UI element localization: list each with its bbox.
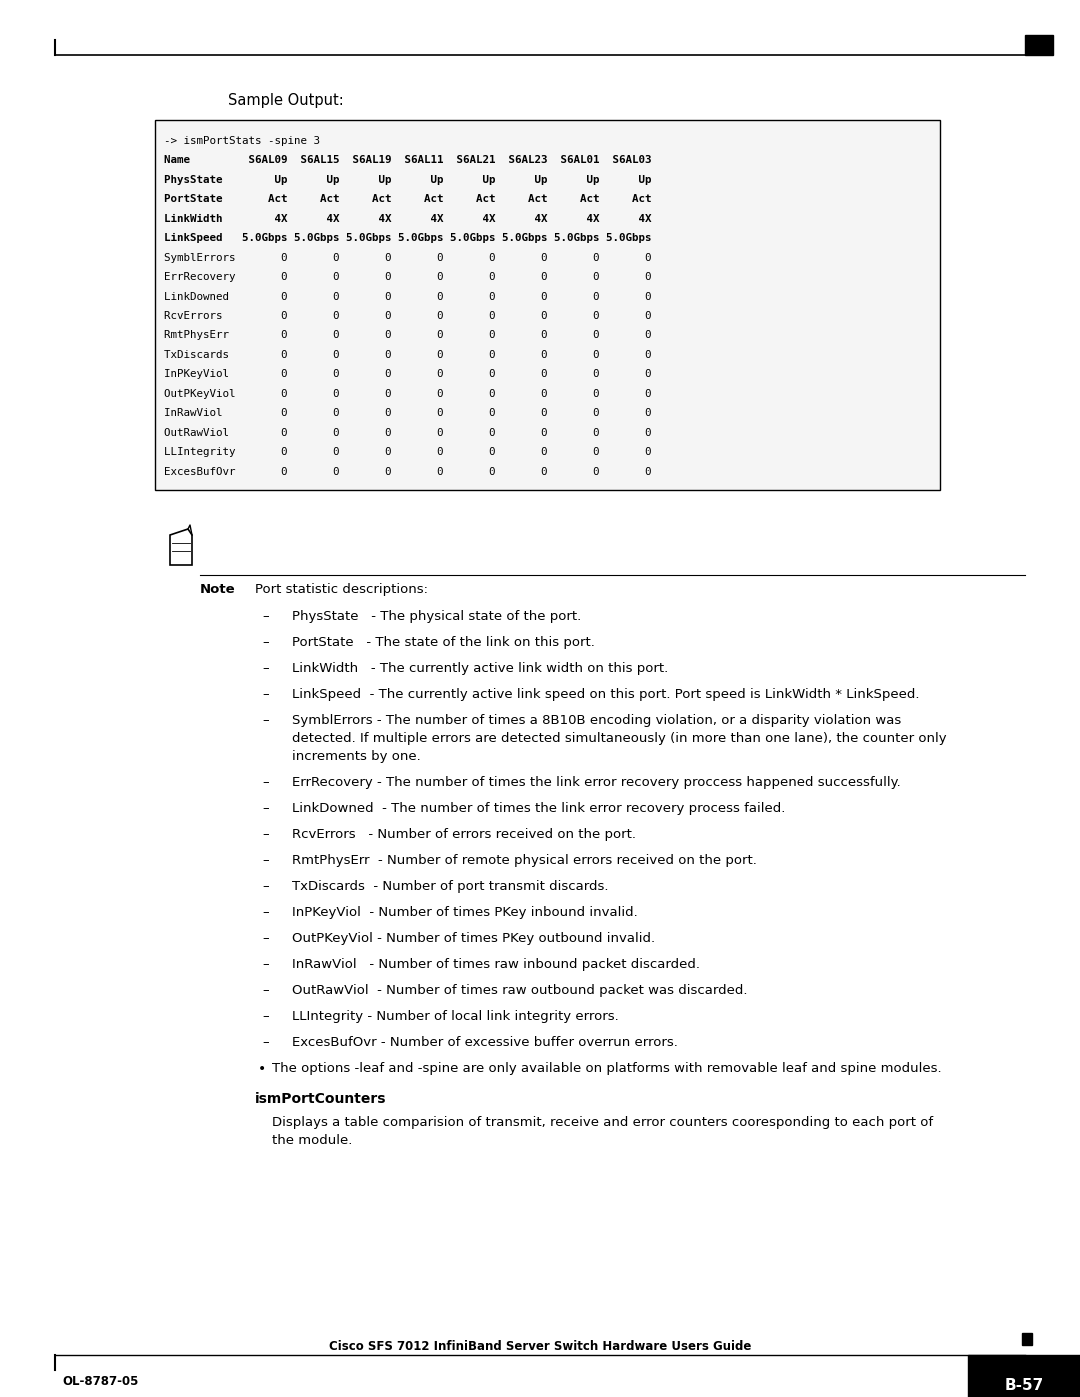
Text: RmtPhysErr  - Number of remote physical errors received on the port.: RmtPhysErr - Number of remote physical e… bbox=[292, 854, 757, 868]
Text: B-57: B-57 bbox=[1004, 1377, 1043, 1393]
Text: –: – bbox=[262, 932, 269, 944]
Text: –: – bbox=[262, 687, 269, 701]
Text: TxDiscards        0       0       0       0       0       0       0       0: TxDiscards 0 0 0 0 0 0 0 0 bbox=[164, 349, 651, 360]
Text: -> ismPortStats -spine 3: -> ismPortStats -spine 3 bbox=[164, 136, 320, 147]
Text: Sample Output:: Sample Output: bbox=[228, 94, 343, 108]
Text: –: – bbox=[262, 1037, 269, 1049]
Text: –: – bbox=[262, 828, 269, 841]
Text: –: – bbox=[262, 983, 269, 997]
Text: ErrRecovery - The number of times the link error recovery proccess happened succ: ErrRecovery - The number of times the li… bbox=[292, 775, 901, 789]
Text: LinkSpeed  - The currently active link speed on this port. Port speed is LinkWid: LinkSpeed - The currently active link sp… bbox=[292, 687, 919, 701]
Text: LinkWidth        4X      4X      4X      4X      4X      4X      4X      4X: LinkWidth 4X 4X 4X 4X 4X 4X 4X 4X bbox=[164, 214, 651, 224]
Text: OL-8787-05: OL-8787-05 bbox=[62, 1375, 138, 1389]
Text: –: – bbox=[262, 775, 269, 789]
Text: –: – bbox=[262, 610, 269, 623]
Text: –: – bbox=[262, 636, 269, 650]
Text: LinkDowned        0       0       0       0       0       0       0       0: LinkDowned 0 0 0 0 0 0 0 0 bbox=[164, 292, 651, 302]
Text: Name         S6AL09  S6AL15  S6AL19  S6AL11  S6AL21  S6AL23  S6AL01  S6AL03: Name S6AL09 S6AL15 S6AL19 S6AL11 S6AL21 … bbox=[164, 155, 651, 165]
Text: LinkDowned  - The number of times the link error recovery process failed.: LinkDowned - The number of times the lin… bbox=[292, 802, 785, 814]
Text: increments by one.: increments by one. bbox=[292, 750, 421, 763]
Text: Displays a table comparision of transmit, receive and error counters coorespondi: Displays a table comparision of transmit… bbox=[272, 1116, 933, 1129]
Text: ismPortCounters: ismPortCounters bbox=[255, 1092, 387, 1106]
Text: InRawViol   - Number of times raw inbound packet discarded.: InRawViol - Number of times raw inbound … bbox=[292, 958, 700, 971]
Text: OutPKeyViol - Number of times PKey outbound invalid.: OutPKeyViol - Number of times PKey outbo… bbox=[292, 932, 656, 944]
Text: TxDiscards  - Number of port transmit discards.: TxDiscards - Number of port transmit dis… bbox=[292, 880, 608, 893]
Text: Note: Note bbox=[200, 583, 235, 597]
Text: LinkSpeed   5.0Gbps 5.0Gbps 5.0Gbps 5.0Gbps 5.0Gbps 5.0Gbps 5.0Gbps 5.0Gbps: LinkSpeed 5.0Gbps 5.0Gbps 5.0Gbps 5.0Gbp… bbox=[164, 233, 651, 243]
Text: OutRawViol  - Number of times raw outbound packet was discarded.: OutRawViol - Number of times raw outboun… bbox=[292, 983, 747, 997]
Text: ErrRecovery       0       0       0       0       0       0       0       0: ErrRecovery 0 0 0 0 0 0 0 0 bbox=[164, 272, 651, 282]
Text: Cisco SFS 7012 InfiniBand Server Switch Hardware Users Guide: Cisco SFS 7012 InfiniBand Server Switch … bbox=[328, 1340, 752, 1354]
Text: ExcesBufOvr       0       0       0       0       0       0       0       0: ExcesBufOvr 0 0 0 0 0 0 0 0 bbox=[164, 467, 651, 476]
Text: InRawViol         0       0       0       0       0       0       0       0: InRawViol 0 0 0 0 0 0 0 0 bbox=[164, 408, 651, 418]
Text: –: – bbox=[262, 714, 269, 726]
Text: RcvErrors   - Number of errors received on the port.: RcvErrors - Number of errors received on… bbox=[292, 828, 636, 841]
Text: –: – bbox=[262, 854, 269, 868]
Text: InPKeyViol        0       0       0       0       0       0       0       0: InPKeyViol 0 0 0 0 0 0 0 0 bbox=[164, 369, 651, 380]
Text: OutPKeyViol       0       0       0       0       0       0       0       0: OutPKeyViol 0 0 0 0 0 0 0 0 bbox=[164, 388, 651, 398]
Bar bbox=[156, 120, 940, 490]
Text: SymblErrors - The number of times a 8B10B encoding violation, or a disparity vio: SymblErrors - The number of times a 8B10… bbox=[292, 714, 901, 726]
Text: Port statistic descriptions:: Port statistic descriptions: bbox=[255, 583, 428, 597]
Text: the module.: the module. bbox=[272, 1134, 352, 1147]
Text: LLIntegrity - Number of local link integrity errors.: LLIntegrity - Number of local link integ… bbox=[292, 1010, 619, 1023]
Bar bbox=[1022, 1333, 1032, 1345]
Text: The options -leaf and -spine are only available on platforms with removable leaf: The options -leaf and -spine are only av… bbox=[272, 1062, 942, 1076]
Bar bbox=[968, 1355, 1080, 1397]
Text: RcvErrors         0       0       0       0       0       0       0       0: RcvErrors 0 0 0 0 0 0 0 0 bbox=[164, 312, 651, 321]
Text: InPKeyViol  - Number of times PKey inbound invalid.: InPKeyViol - Number of times PKey inboun… bbox=[292, 907, 638, 919]
Text: SymblErrors       0       0       0       0       0       0       0       0: SymblErrors 0 0 0 0 0 0 0 0 bbox=[164, 253, 651, 263]
Bar bbox=[1025, 35, 1053, 54]
Text: •: • bbox=[258, 1062, 267, 1076]
Text: –: – bbox=[262, 880, 269, 893]
Text: ExcesBufOvr - Number of excessive buffer overrun errors.: ExcesBufOvr - Number of excessive buffer… bbox=[292, 1037, 678, 1049]
Text: OutRawViol        0       0       0       0       0       0       0       0: OutRawViol 0 0 0 0 0 0 0 0 bbox=[164, 427, 651, 437]
Text: LinkWidth   - The currently active link width on this port.: LinkWidth - The currently active link wi… bbox=[292, 662, 669, 675]
Text: RmtPhysErr        0       0       0       0       0       0       0       0: RmtPhysErr 0 0 0 0 0 0 0 0 bbox=[164, 331, 651, 341]
Text: –: – bbox=[262, 662, 269, 675]
Text: LLIntegrity       0       0       0       0       0       0       0       0: LLIntegrity 0 0 0 0 0 0 0 0 bbox=[164, 447, 651, 457]
Text: PhysState        Up      Up      Up      Up      Up      Up      Up      Up: PhysState Up Up Up Up Up Up Up Up bbox=[164, 175, 651, 184]
Text: –: – bbox=[262, 1010, 269, 1023]
Text: –: – bbox=[262, 907, 269, 919]
Text: PhysState   - The physical state of the port.: PhysState - The physical state of the po… bbox=[292, 610, 581, 623]
Text: PortState       Act     Act     Act     Act     Act     Act     Act     Act: PortState Act Act Act Act Act Act Act Ac… bbox=[164, 194, 651, 204]
Text: PortState   - The state of the link on this port.: PortState - The state of the link on thi… bbox=[292, 636, 595, 650]
Text: detected. If multiple errors are detected simultaneously (in more than one lane): detected. If multiple errors are detecte… bbox=[292, 732, 947, 745]
Text: –: – bbox=[262, 958, 269, 971]
Text: –: – bbox=[262, 802, 269, 814]
